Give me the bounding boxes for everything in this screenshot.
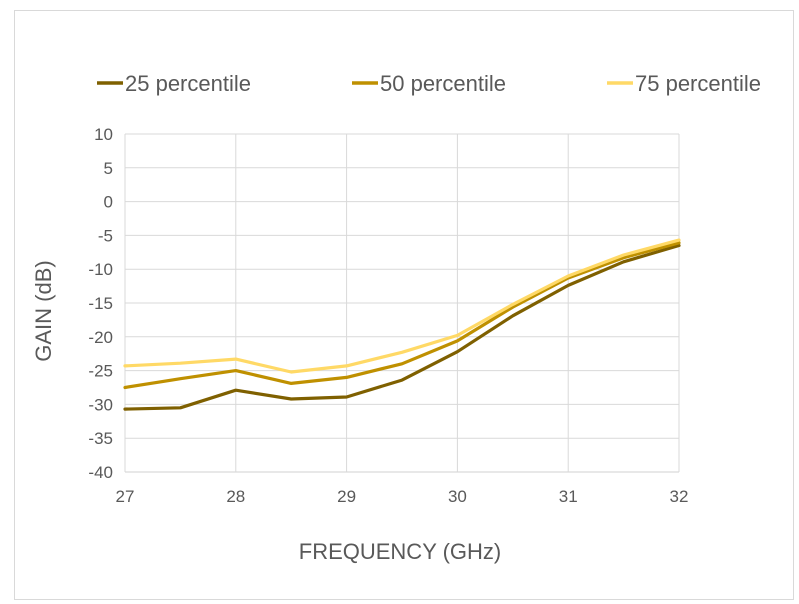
chart-area: 10 5 0 -5 -10 -15 -20 -25 -30 -35 -40 27 28 29 30 31 32 … [14,10,794,600]
series-line-3 [123,238,681,374]
y-tick-label: 10 [94,125,113,144]
x-axis-title: FREQUENCY (GHz) [299,539,502,564]
x-tick-label: 28 [226,487,245,506]
y-tick-label: -25 [88,362,113,381]
y-tick-label: -15 [88,294,113,313]
legend-item-3: 75 percentile [607,71,761,96]
legend-item-2: 50 percentile [352,71,506,96]
x-tick-label: 27 [116,487,135,506]
y-tick-label: 5 [104,159,113,178]
series-lines [123,238,681,411]
legend-item-1: 25 percentile [97,71,251,96]
legend: 25 percentile 50 percentile 75 percentile [97,71,761,96]
y-tick-label: -10 [88,260,113,279]
x-tick-label: 31 [559,487,578,506]
y-tick-label: -40 [88,463,113,482]
y-tick-label: -20 [88,328,113,347]
legend-label: 25 percentile [125,71,251,96]
y-tick-label: 0 [104,193,113,212]
series-line-2 [123,241,681,390]
y-axis-title: GAIN (dB) [31,260,56,361]
y-tick-label: -35 [88,429,113,448]
y-tick-label: -5 [98,226,113,245]
y-tick-label: -30 [88,395,113,414]
x-tick-label: 32 [670,487,689,506]
legend-label: 75 percentile [635,71,761,96]
x-tick-label: 30 [448,487,467,506]
series-line-1 [123,243,681,411]
x-tick-label: 29 [337,487,356,506]
grid [124,133,680,472]
legend-label: 50 percentile [380,71,506,96]
